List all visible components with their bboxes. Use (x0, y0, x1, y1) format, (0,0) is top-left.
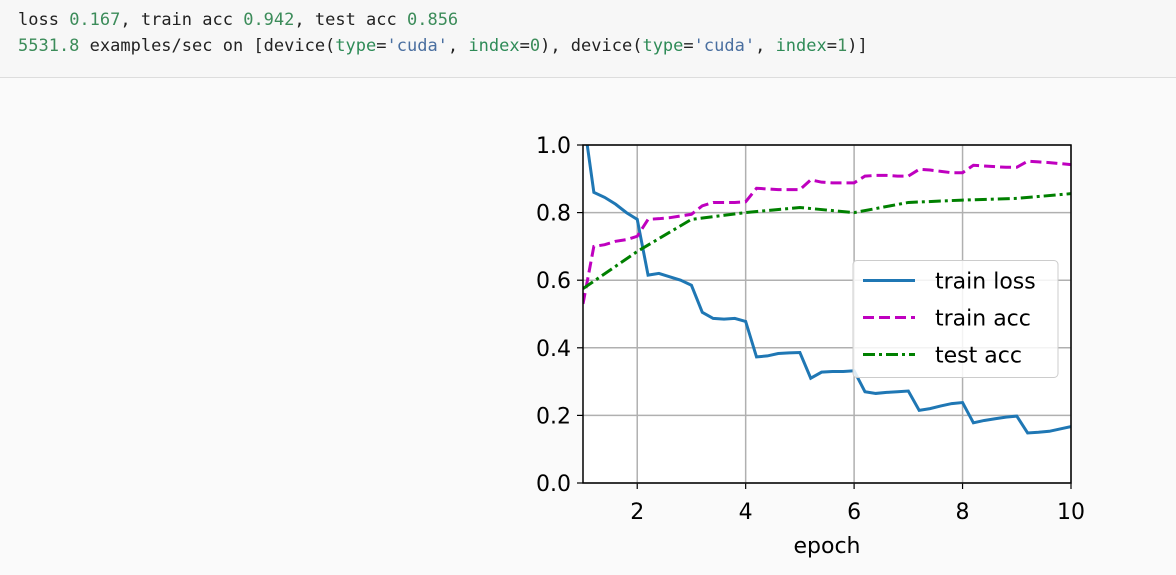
output-token: 0.942 (243, 10, 295, 30)
output-token: 'cuda' (386, 36, 448, 56)
legend-label: train loss (935, 270, 1036, 295)
output-token: )] (847, 36, 868, 56)
y-tick-label: 0.2 (536, 404, 571, 429)
y-tick-label: 0.8 (536, 202, 571, 227)
output-token: , (447, 36, 469, 56)
output-token: type (335, 36, 377, 56)
y-tick-label: 0.6 (536, 269, 571, 294)
output-token: , train acc (120, 10, 244, 30)
output-token: examples/sec on [device( (79, 36, 336, 56)
series-line (585, 145, 1071, 435)
output-token: 1 (837, 36, 848, 56)
y-tick-label: 0.4 (536, 337, 571, 362)
cell-output: loss 0.167, train acc 0.942, test acc 0.… (0, 0, 1176, 78)
output-token: 0 (529, 36, 541, 56)
x-tick-label: 2 (630, 500, 644, 525)
legend-label: test acc (935, 344, 1022, 369)
output-token: = (826, 36, 837, 56)
output-token: = (519, 36, 530, 56)
x-tick-label: 4 (739, 500, 753, 525)
series-line (583, 192, 1071, 290)
output-token: = (376, 36, 387, 56)
output-line: loss 0.167, train acc 0.942, test acc 0.… (18, 7, 1176, 33)
output-token: index (775, 36, 827, 56)
x-axis-label: epoch (794, 534, 861, 559)
output-token: 0.167 (69, 10, 121, 30)
output-line: 5531.8 examples/sec on [device(type='cud… (18, 33, 1176, 59)
output-token: ), device( (540, 36, 643, 56)
series-group (583, 145, 1071, 435)
output-token: 'cuda' (693, 36, 756, 56)
output-token: type (642, 36, 684, 56)
x-tick-label: 10 (1057, 500, 1085, 525)
output-token: 0.856 (406, 10, 459, 30)
output-token: , test acc (294, 10, 407, 30)
output-token: loss (18, 10, 70, 30)
plot-frame (582, 144, 1072, 484)
series-line (583, 159, 1071, 305)
output-token: index (468, 36, 520, 56)
legend-box (852, 260, 1059, 378)
output-token: = (683, 36, 694, 56)
y-tick-label: 0.0 (536, 472, 571, 497)
output-token: , (755, 36, 776, 56)
legend-label: train acc (935, 307, 1031, 332)
x-tick-label: 6 (847, 500, 861, 525)
y-tick-label: 1.0 (536, 134, 571, 159)
output-token: 5531.8 (18, 36, 80, 56)
chart: 2 4 6 8 10 0.0 0.2 0.4 0.6 0.8 1.0 epoch train loss t… (536, 134, 1085, 559)
x-tick-label: 8 (956, 500, 970, 525)
